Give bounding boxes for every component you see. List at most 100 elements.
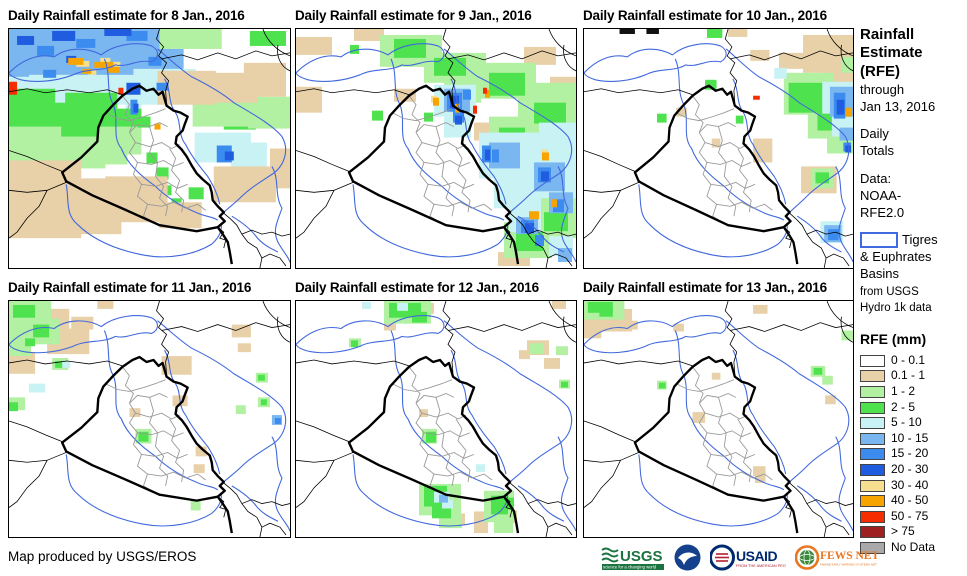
legend-item: 0.1 - 1 bbox=[860, 368, 964, 385]
rain-patch bbox=[249, 30, 286, 46]
rain-patch bbox=[439, 494, 448, 503]
rain-patch bbox=[354, 29, 384, 41]
rain-layer bbox=[619, 29, 853, 244]
legend-swatch bbox=[860, 354, 885, 367]
rain-patch bbox=[455, 115, 462, 125]
basin-legend-source: from USGS bbox=[860, 286, 919, 299]
rain-patch bbox=[362, 301, 371, 309]
rain-patch bbox=[646, 29, 659, 34]
rain-patch bbox=[101, 146, 128, 165]
rain-patch bbox=[9, 352, 36, 374]
rain-patch bbox=[296, 86, 322, 113]
rain-patch bbox=[619, 29, 635, 34]
rain-patch bbox=[494, 520, 513, 534]
rain-patch bbox=[17, 35, 35, 45]
rain-patch bbox=[534, 102, 566, 124]
rain-patch bbox=[104, 29, 132, 36]
legend-swatch bbox=[860, 401, 885, 414]
totals-line: Daily bbox=[860, 126, 889, 142]
usgs-logo: USGS science for a changing world bbox=[601, 547, 664, 570]
rain-patch bbox=[839, 127, 853, 141]
rain-patch bbox=[491, 495, 508, 515]
rain-patch bbox=[444, 116, 471, 138]
totals-line: Totals bbox=[860, 143, 894, 159]
rain-layer bbox=[9, 29, 290, 239]
basin-legend-label: Tigres bbox=[902, 231, 938, 247]
rain-patch bbox=[485, 149, 490, 161]
rain-patch bbox=[529, 343, 544, 355]
rain-patch bbox=[433, 97, 439, 106]
rain-patch bbox=[485, 89, 490, 98]
legend-label: 15 - 20 bbox=[891, 446, 929, 461]
rain-patch bbox=[351, 340, 358, 348]
rain-patch bbox=[97, 301, 114, 309]
sidebar-title-line: Rainfall bbox=[860, 26, 915, 43]
rainfall-map-jan13 bbox=[583, 300, 854, 538]
legend-swatch bbox=[860, 417, 885, 430]
sidebar-title-line: Estimate bbox=[860, 44, 923, 62]
rain-patch bbox=[156, 167, 169, 180]
rain-patch bbox=[112, 61, 121, 67]
rain-patch bbox=[825, 395, 836, 405]
rain-patch bbox=[753, 138, 773, 163]
footer-credit: Map produced by USGS/EROS bbox=[8, 549, 197, 564]
rain-patch bbox=[753, 95, 760, 100]
rain-patch bbox=[231, 324, 251, 338]
rain-patch bbox=[815, 172, 829, 184]
rain-patch bbox=[813, 367, 823, 375]
sidebar: Rainfall Estimate (RFE) through Jan 13, … bbox=[860, 26, 964, 556]
rain-patch bbox=[193, 464, 205, 474]
legend-item: 0 - 0.1 bbox=[860, 353, 964, 369]
rain-patch bbox=[156, 82, 169, 91]
basin-legend-label: & Euphrates bbox=[860, 249, 932, 265]
rain-patch bbox=[372, 110, 383, 121]
rain-patch bbox=[535, 235, 544, 247]
rain-patch bbox=[237, 343, 251, 353]
legend-item: 30 - 40 bbox=[860, 478, 964, 494]
legend-label: 0.1 - 1 bbox=[891, 368, 926, 383]
rain-patch bbox=[159, 29, 222, 49]
legend-item: 50 - 75 bbox=[860, 509, 964, 525]
rain-patch bbox=[33, 324, 50, 338]
rain-patch bbox=[541, 171, 549, 182]
legend-label: > 75 bbox=[891, 524, 915, 539]
rain-layer bbox=[296, 29, 576, 267]
data-source-line: RFE2.0 bbox=[860, 204, 905, 220]
data-source-line: Data: bbox=[860, 170, 892, 186]
legend-swatch bbox=[860, 479, 885, 492]
rain-patch bbox=[76, 38, 96, 48]
basin-legend-source: Hydro 1k data bbox=[860, 301, 932, 314]
rain-patch bbox=[755, 474, 766, 483]
rain-patch bbox=[154, 123, 161, 130]
sidebar-title: Rainfall Estimate (RFE) bbox=[860, 26, 964, 81]
legend-label: 20 - 30 bbox=[891, 462, 929, 476]
panel-jan10: Daily Rainfall estimate for 10 Jan., 201… bbox=[583, 6, 854, 269]
panel-title-jan10: Daily Rainfall estimate for 10 Jan., 201… bbox=[583, 8, 827, 23]
panel-title-jan8: Daily Rainfall estimate for 8 Jan., 2016 bbox=[8, 8, 245, 23]
through-date: Jan 13, 2016 bbox=[860, 99, 936, 115]
rain-patch bbox=[260, 399, 267, 406]
rainfall-map-jan8 bbox=[8, 28, 291, 269]
legend-item: 10 - 15 bbox=[860, 431, 964, 447]
rain-patch bbox=[159, 202, 202, 229]
rain-patch bbox=[243, 62, 286, 97]
panel-title-jan12: Daily Rainfall estimate for 12 Jan., 201… bbox=[295, 280, 539, 295]
legend-label: 0 - 0.1 bbox=[891, 352, 926, 367]
rain-layer bbox=[9, 301, 282, 511]
rain-patch bbox=[779, 52, 805, 69]
legend-label: No Data bbox=[891, 539, 936, 554]
rain-patch bbox=[735, 115, 744, 124]
through-line: through bbox=[860, 81, 905, 97]
legend-item: 40 - 50 bbox=[860, 493, 964, 509]
rain-patch bbox=[450, 95, 459, 109]
rain-patch bbox=[434, 57, 466, 76]
fewsnet-tagline: FAMINE EARLY WARNING SYSTEMS NETWORK bbox=[820, 562, 877, 566]
legend-item: No Data bbox=[860, 540, 964, 556]
map-background bbox=[584, 301, 853, 537]
rain-patch bbox=[463, 89, 471, 100]
rain-patch bbox=[133, 103, 139, 113]
rain-patch bbox=[274, 418, 281, 424]
rain-patch bbox=[13, 304, 36, 318]
basin-legend-label: Basins bbox=[860, 266, 900, 282]
rain-patch bbox=[29, 383, 46, 393]
